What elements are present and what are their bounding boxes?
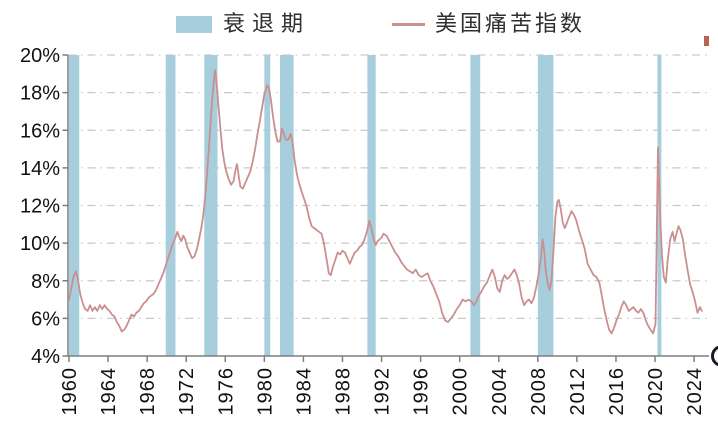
- recession-band-1: [165, 55, 176, 356]
- x-tick-label-2016: 2016: [606, 367, 628, 416]
- recession-band-swatch: [176, 16, 212, 34]
- recession-band-3: [264, 55, 271, 356]
- x-tick-label-2008: 2008: [528, 367, 550, 416]
- cropped-top-right-fragment: [704, 36, 709, 46]
- x-tick-label-1964: 1964: [98, 367, 120, 416]
- recession-band-4: [279, 55, 294, 356]
- x-tick-label-1992: 1992: [372, 367, 394, 416]
- x-tick-label-1984: 1984: [293, 367, 315, 416]
- x-tick-label-1996: 1996: [411, 367, 433, 416]
- x-tick-label-2020: 2020: [645, 367, 667, 416]
- x-tick-label-1972: 1972: [176, 367, 198, 416]
- recession-band-5: [367, 55, 376, 356]
- y-tick-label-14: 14%: [20, 158, 60, 180]
- y-tick-label-10: 10%: [20, 233, 60, 255]
- legend-item-misery-index: 美国痛苦指数: [392, 11, 585, 39]
- y-tick-label-4: 4%: [31, 346, 60, 368]
- recession-band-6: [470, 55, 481, 356]
- y-tick-label-12: 12%: [20, 196, 60, 218]
- recession-band-2: [204, 55, 218, 356]
- recession-legend-label: 衰退期: [223, 12, 311, 37]
- x-tick-label-1960: 1960: [59, 367, 81, 416]
- y-tick-label-16: 16%: [20, 120, 60, 142]
- series-line-swatch: [392, 23, 425, 27]
- y-tick-label-20: 20%: [20, 45, 60, 67]
- x-tick-label-1976: 1976: [215, 367, 237, 416]
- x-tick-label-1980: 1980: [254, 367, 276, 416]
- series-legend-label: 美国痛苦指数: [435, 12, 586, 37]
- x-tick-label-1968: 1968: [137, 367, 159, 416]
- y-tick-label-6: 6%: [31, 308, 60, 330]
- x-tick-label-1988: 1988: [332, 367, 354, 416]
- recession-band-0: [69, 55, 80, 356]
- x-tick-label-2024: 2024: [684, 367, 706, 416]
- x-tick-label-2004: 2004: [489, 367, 511, 416]
- recession-band-7: [537, 55, 554, 356]
- misery-index-line: [68, 69, 703, 335]
- x-tick-label-2012: 2012: [567, 367, 589, 416]
- y-tick-label-8: 8%: [31, 271, 60, 293]
- x-tick-label-2000: 2000: [450, 367, 472, 416]
- legend-item-recession: 衰退期: [176, 11, 310, 39]
- y-tick-label-18: 18%: [20, 83, 60, 105]
